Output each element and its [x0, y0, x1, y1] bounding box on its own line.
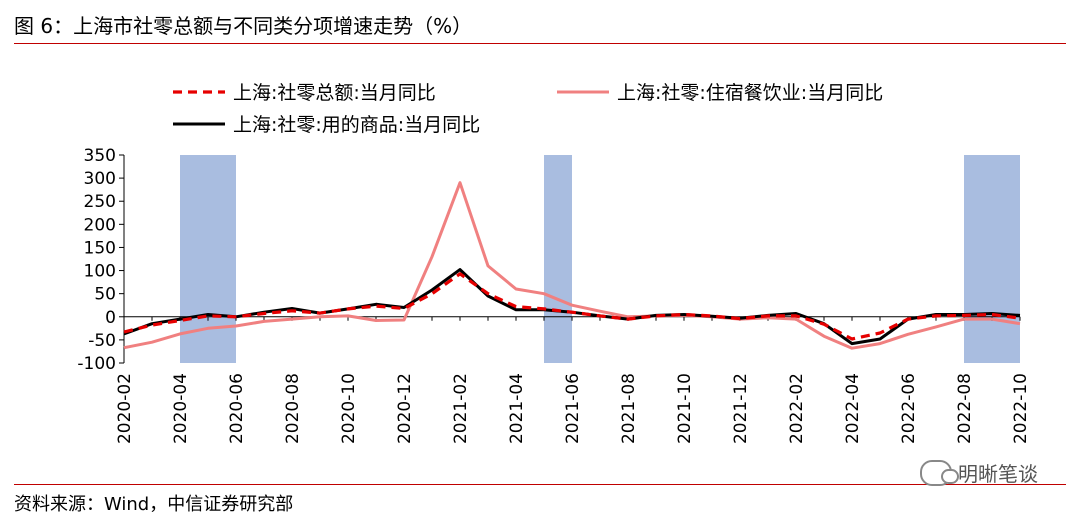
watermark: 明晰笔谈	[920, 458, 1038, 487]
watermark-text: 明晰笔谈	[958, 462, 1038, 486]
y-tick-label: 50	[94, 285, 116, 305]
title-divider	[14, 43, 1066, 44]
x-tick-label: 2020-02	[115, 373, 135, 444]
shaded-periods	[180, 155, 1020, 363]
x-tick-label: 2021-04	[507, 373, 527, 444]
x-tick-label: 2022-02	[787, 373, 807, 444]
x-tick-label: 2022-04	[843, 373, 863, 444]
y-tick-label: -50	[88, 331, 116, 351]
y-tick-label: 100	[84, 262, 116, 282]
series-line-2	[123, 181, 1021, 350]
y-tick-label: 350	[84, 146, 116, 166]
y-tick-label: 0	[105, 308, 116, 328]
footer-divider	[14, 484, 1066, 485]
series-lines	[123, 181, 1021, 350]
series-line-1	[123, 272, 1021, 341]
legend: 上海:社零总额:当月同比 上海:社零:住宿餐饮业:当月同比上海:社零:用的商品:当…	[173, 82, 883, 136]
y-axis: -100 -50 0 50 100 150 200 250 300 350	[77, 146, 125, 374]
shaded-period-2	[544, 155, 572, 363]
x-tick-label: 2021-08	[619, 373, 639, 444]
x-tick-label: 2022-06	[899, 373, 919, 444]
y-tick-label: -100	[77, 354, 116, 374]
x-tick-label: 2021-12	[731, 373, 751, 444]
wechat-icon	[920, 459, 959, 486]
x-tick-label: 2020-12	[395, 373, 415, 444]
page-title: 图 6：上海市社零总额与不同类分项增速走势（%）	[14, 14, 473, 38]
x-tick-label: 2022-08	[955, 373, 975, 444]
x-tick-label: 2021-02	[451, 373, 471, 444]
x-tick-label: 2020-06	[227, 373, 247, 444]
legend-label-3: 上海:社零:用的商品:当月同比	[233, 114, 480, 136]
x-tick-label: 2020-10	[339, 373, 359, 444]
x-tick-label: 2021-10	[675, 373, 695, 444]
source-note: 资料来源：Wind，中信证券研究部	[14, 494, 294, 515]
y-tick-label: 300	[84, 169, 116, 189]
legend-label-1: 上海:社零总额:当月同比	[233, 82, 436, 104]
shaded-period-3	[964, 155, 1020, 363]
x-axis: 2020-02 2020-04 2020-06 2020-08 2020-10 2020-…	[115, 316, 1031, 444]
y-tick-label: 150	[84, 238, 116, 258]
x-tick-label: 2020-08	[283, 373, 303, 444]
x-tick-label: 2020-04	[171, 373, 191, 444]
y-tick-label: 200	[84, 215, 116, 235]
y-tick-label: 250	[84, 192, 116, 212]
x-tick-label: 2022-10	[1011, 373, 1031, 444]
legend-label-2: 上海:社零:住宿餐饮业:当月同比	[617, 82, 883, 104]
x-tick-label: 2021-06	[563, 373, 583, 444]
